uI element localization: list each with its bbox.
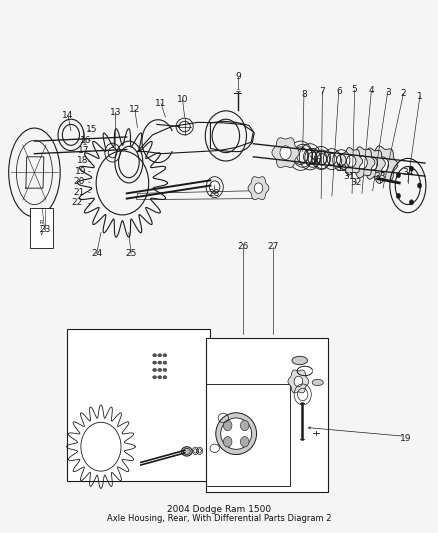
- Text: 31: 31: [343, 172, 354, 181]
- Text: 2: 2: [401, 88, 406, 98]
- Text: 6: 6: [336, 87, 342, 96]
- Text: 19: 19: [75, 167, 87, 176]
- Ellipse shape: [158, 376, 162, 379]
- Polygon shape: [272, 138, 299, 167]
- Circle shape: [223, 437, 232, 447]
- Text: 17: 17: [78, 146, 89, 155]
- Ellipse shape: [292, 357, 307, 365]
- Text: 28: 28: [208, 189, 219, 198]
- Ellipse shape: [163, 368, 167, 372]
- Circle shape: [376, 157, 389, 173]
- Bar: [206, 338, 328, 492]
- Text: 14: 14: [62, 110, 74, 119]
- Text: 19: 19: [400, 434, 411, 443]
- Circle shape: [280, 146, 291, 159]
- Ellipse shape: [221, 418, 251, 449]
- Circle shape: [223, 421, 232, 431]
- Text: 23: 23: [39, 225, 50, 235]
- Polygon shape: [341, 148, 363, 175]
- Ellipse shape: [153, 368, 156, 372]
- Circle shape: [254, 183, 263, 193]
- Ellipse shape: [158, 368, 162, 372]
- Text: 21: 21: [73, 188, 85, 197]
- Ellipse shape: [163, 354, 167, 357]
- Circle shape: [410, 200, 413, 205]
- Text: 20: 20: [74, 177, 85, 187]
- Bar: [67, 329, 210, 481]
- Polygon shape: [350, 147, 375, 178]
- Circle shape: [346, 156, 356, 167]
- Circle shape: [294, 376, 303, 386]
- Text: 32: 32: [351, 179, 362, 188]
- Text: 22: 22: [72, 198, 83, 207]
- Text: 7: 7: [320, 87, 325, 96]
- Text: 2004 Dodge Ram 1500: 2004 Dodge Ram 1500: [167, 505, 271, 514]
- Circle shape: [240, 437, 249, 447]
- Ellipse shape: [312, 379, 323, 385]
- Ellipse shape: [163, 361, 167, 364]
- Text: 15: 15: [86, 125, 98, 134]
- Ellipse shape: [216, 413, 257, 455]
- Ellipse shape: [158, 361, 162, 364]
- Ellipse shape: [153, 376, 156, 379]
- Text: 24: 24: [91, 249, 102, 258]
- Text: Axle Housing, Rear, With Differential Parts Diagram 2: Axle Housing, Rear, With Differential Pa…: [107, 514, 331, 523]
- Ellipse shape: [153, 354, 156, 357]
- Text: 11: 11: [155, 99, 167, 108]
- Text: 3: 3: [385, 87, 391, 96]
- Ellipse shape: [158, 354, 162, 357]
- Circle shape: [357, 156, 367, 169]
- Circle shape: [396, 173, 400, 178]
- Text: 27: 27: [267, 242, 278, 251]
- Text: 9: 9: [235, 72, 241, 82]
- Polygon shape: [248, 176, 269, 200]
- Text: 13: 13: [110, 108, 121, 117]
- Text: 29: 29: [310, 158, 321, 166]
- Text: 25: 25: [125, 249, 137, 258]
- Ellipse shape: [181, 447, 192, 456]
- Circle shape: [410, 166, 413, 171]
- Text: R
T
V: R T V: [40, 220, 43, 236]
- Circle shape: [417, 183, 422, 188]
- Text: 16: 16: [80, 135, 92, 144]
- Polygon shape: [367, 146, 398, 183]
- Ellipse shape: [153, 361, 156, 364]
- Text: 5: 5: [352, 85, 357, 94]
- Text: 1: 1: [417, 92, 423, 101]
- Circle shape: [396, 193, 400, 198]
- Text: 33: 33: [374, 172, 386, 181]
- Ellipse shape: [163, 376, 167, 379]
- Text: 34: 34: [402, 168, 413, 177]
- Circle shape: [367, 157, 378, 170]
- Polygon shape: [288, 370, 309, 393]
- Text: 30: 30: [335, 164, 346, 173]
- Circle shape: [240, 421, 249, 431]
- Text: 18: 18: [77, 157, 88, 165]
- Text: 26: 26: [237, 242, 248, 251]
- Text: 4: 4: [368, 86, 374, 95]
- Text: 10: 10: [177, 95, 188, 104]
- Text: 12: 12: [129, 106, 141, 114]
- Polygon shape: [360, 148, 385, 179]
- FancyBboxPatch shape: [30, 208, 53, 248]
- Text: 8: 8: [301, 90, 307, 99]
- Bar: [206, 384, 290, 486]
